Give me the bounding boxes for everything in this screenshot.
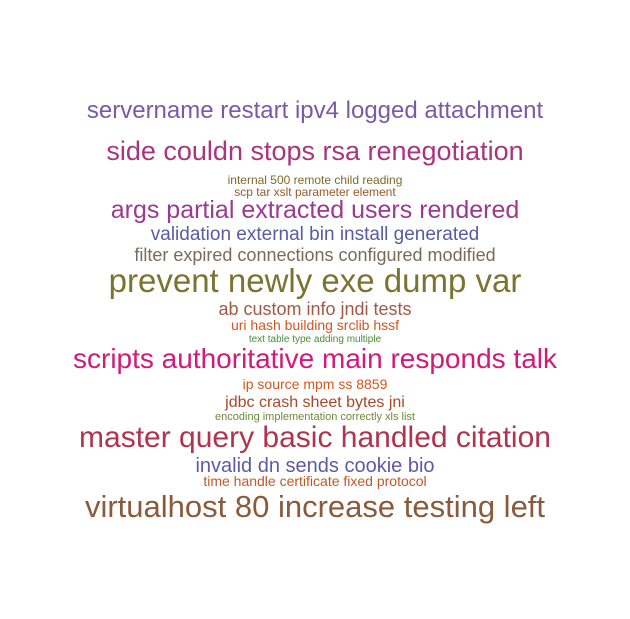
word-line-8: prevent newly exe dump var [108, 262, 522, 299]
word-line-6: validation external bin install generate… [150, 224, 480, 245]
word-line-9: ab custom info jndi tests [218, 299, 412, 319]
word-line-14: jdbc crash sheet bytes jni [225, 394, 405, 411]
word-line-4: scp tar xslt parameter element [234, 185, 396, 199]
word-line-2: side couldn stops rsa renegotiation [106, 136, 524, 166]
word-line-10: uri hash building srclib hssf [230, 317, 400, 333]
word-line-17: invalid dn sends cookie bio [195, 455, 435, 477]
word-line-3: internal 500 remote child reading [227, 173, 403, 187]
word-line-19: virtualhost 80 increase testing left [84, 489, 546, 524]
word-line-13: ip source mpm ss 8859 [242, 376, 388, 392]
word-line-16: master query basic handled citation [79, 421, 551, 454]
word-line-11: text table type adding multiple [248, 334, 382, 345]
word-line-5: args partial extracted users rendered [110, 196, 520, 224]
word-line-12: scripts authoritative main responds talk [73, 343, 557, 374]
word-line-7: filter expired connections configured mo… [134, 245, 496, 265]
word-line-15: encoding implementation correctly xls li… [215, 411, 415, 423]
word-line-1: servername restart ipv4 logged attachmen… [86, 97, 544, 124]
word-line-18: time handle certificate fixed protocol [203, 473, 427, 489]
